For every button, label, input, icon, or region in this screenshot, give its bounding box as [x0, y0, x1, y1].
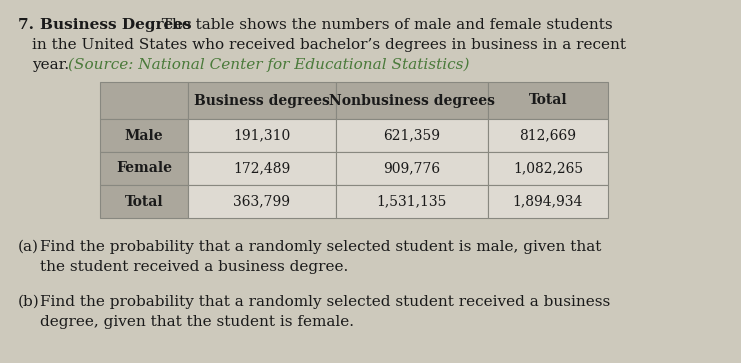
Text: (b): (b): [18, 295, 40, 309]
Bar: [488, 152, 608, 185]
Bar: [100, 152, 188, 185]
Bar: [100, 82, 188, 119]
Bar: [488, 185, 608, 218]
Text: Female: Female: [116, 162, 172, 175]
Bar: [488, 82, 608, 119]
Text: The table shows the numbers of male and female students: The table shows the numbers of male and …: [152, 18, 613, 32]
Bar: [188, 152, 336, 185]
Text: 812,669: 812,669: [519, 129, 576, 143]
Text: Find the probability that a randomly selected student received a business: Find the probability that a randomly sel…: [40, 295, 611, 309]
Text: 363,799: 363,799: [233, 195, 290, 208]
Text: Find the probability that a randomly selected student is male, given that: Find the probability that a randomly sel…: [40, 240, 602, 254]
Text: 1,531,135: 1,531,135: [377, 195, 447, 208]
Text: the student received a business degree.: the student received a business degree.: [40, 260, 348, 274]
Text: (a): (a): [18, 240, 39, 254]
Text: year.: year.: [32, 58, 74, 72]
Bar: [188, 82, 336, 119]
Text: 1,894,934: 1,894,934: [513, 195, 583, 208]
Bar: [188, 119, 336, 152]
Text: degree, given that the student is female.: degree, given that the student is female…: [40, 315, 354, 329]
Bar: [100, 119, 188, 152]
Text: in the United States who received bachelor’s degrees in business in a recent: in the United States who received bachel…: [32, 38, 626, 52]
Text: 1,082,265: 1,082,265: [513, 162, 583, 175]
Bar: [100, 185, 188, 218]
Text: (Source: National Center for Educational Statistics): (Source: National Center for Educational…: [68, 58, 470, 72]
Text: Male: Male: [124, 129, 163, 143]
Bar: [336, 119, 488, 152]
Bar: [336, 152, 488, 185]
Text: Nonbusiness degrees: Nonbusiness degrees: [329, 94, 495, 107]
Text: 7.: 7.: [18, 18, 39, 32]
Text: 191,310: 191,310: [233, 129, 290, 143]
Text: Total: Total: [528, 94, 568, 107]
Bar: [188, 185, 336, 218]
Bar: [336, 82, 488, 119]
Text: Business Degrees: Business Degrees: [40, 18, 192, 32]
Text: 909,776: 909,776: [383, 162, 441, 175]
Text: Total: Total: [124, 195, 163, 208]
Text: 172,489: 172,489: [233, 162, 290, 175]
Text: Business degrees: Business degrees: [194, 94, 330, 107]
Text: 621,359: 621,359: [384, 129, 440, 143]
Bar: [488, 119, 608, 152]
Bar: [336, 185, 488, 218]
